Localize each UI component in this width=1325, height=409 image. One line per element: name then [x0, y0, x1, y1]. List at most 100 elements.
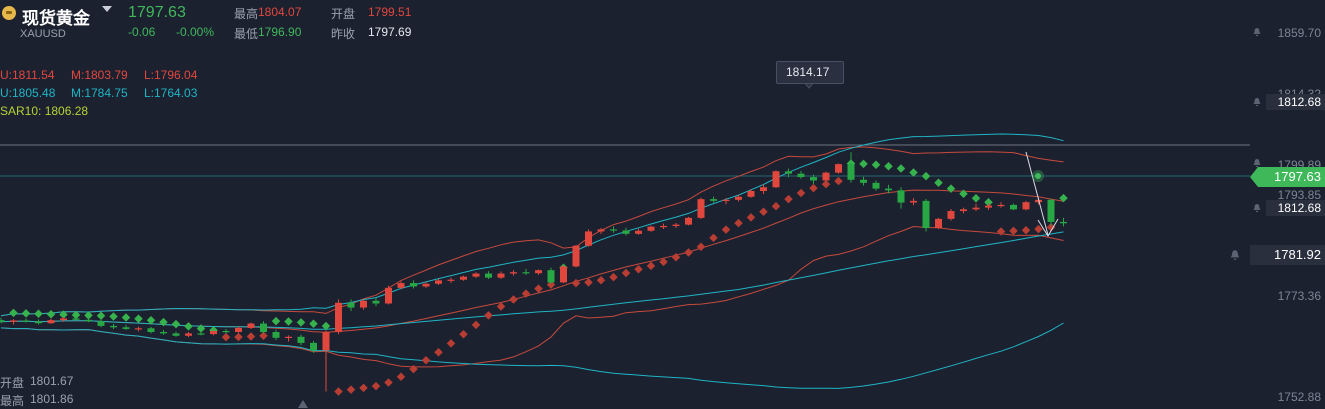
candle-body [247, 323, 255, 328]
sar-dot [709, 233, 718, 243]
candle-body [572, 245, 580, 267]
candle-body [547, 270, 555, 283]
candle-body [160, 332, 167, 334]
candle-body [1047, 199, 1055, 222]
candle-body [922, 200, 930, 229]
sar-dot [634, 265, 643, 274]
bell-icon[interactable] [1229, 249, 1241, 261]
sar-dot [809, 183, 818, 193]
sar-dot [346, 385, 356, 394]
sar-dot [234, 332, 243, 342]
candle-body [960, 209, 967, 212]
sar-dot [571, 278, 581, 288]
parabolic-sar-dots [9, 159, 1068, 396]
candle-body [447, 279, 455, 281]
open-value: 1799.51 [368, 5, 412, 19]
long-band-lower-line [0, 322, 1064, 389]
bell-icon[interactable] [1252, 27, 1262, 37]
price-change-percent: -0.00% [176, 25, 215, 39]
candle-body [697, 199, 705, 218]
boll-short-middle: M:1784.75 [71, 86, 128, 100]
candle-body [285, 336, 292, 338]
sar-dot [659, 257, 668, 267]
last-price: 1797.63 [128, 4, 186, 21]
bell-icon[interactable] [1252, 97, 1262, 107]
candle-body [197, 333, 205, 335]
trend-arrow-head [1037, 218, 1059, 237]
sar-dot [509, 295, 518, 304]
bollinger-lower-line [0, 225, 1064, 368]
axis-price-label: 1859.70 [1277, 26, 1321, 40]
candle-body [360, 300, 367, 308]
sar-dot [746, 213, 756, 222]
sar-dot [534, 284, 543, 293]
sar-dot [284, 317, 293, 326]
sar-dot [971, 194, 981, 203]
candle-body [747, 190, 755, 197]
sar-dot [596, 275, 606, 285]
low-value: 1796.90 [258, 25, 302, 39]
candle-body [847, 164, 855, 180]
sar-dot [859, 159, 868, 169]
sar-dot [609, 272, 618, 282]
candle-body [972, 207, 980, 210]
annotations [298, 81, 1059, 408]
bell-icon[interactable] [1252, 158, 1262, 168]
sar-dot [246, 332, 256, 341]
candles [0, 152, 1067, 392]
instrument-name[interactable]: 现货黄金 [22, 9, 90, 28]
candle-body [835, 164, 842, 173]
axis-price-label: 1752.88 [1277, 390, 1321, 404]
candle-body [460, 276, 467, 280]
footer-high-label: 最高 [0, 394, 25, 408]
candle-body [485, 273, 492, 278]
price-alert-label[interactable]: 1812.68 [1266, 200, 1325, 216]
candle-body [872, 182, 880, 189]
boll-long-lower: L:1796.04 [144, 68, 198, 82]
candle-body [810, 177, 817, 181]
peak-annotation-box [776, 61, 844, 84]
candle-body [885, 188, 892, 191]
candle-body [372, 300, 380, 304]
candle-body [910, 200, 917, 203]
sar-dot [946, 184, 956, 193]
chevron-down-icon[interactable] [102, 6, 112, 12]
sar-dot [9, 308, 18, 318]
candle-body [510, 272, 517, 274]
candle-body [260, 323, 267, 333]
price-alert-label[interactable]: 1812.68 [1266, 94, 1325, 110]
candle-body [622, 230, 630, 234]
candle-body [772, 171, 780, 188]
sar-dot [271, 316, 281, 326]
sar-dot [734, 218, 743, 228]
candle-body [272, 332, 280, 338]
candle-body [35, 321, 42, 324]
sar-dot [221, 332, 231, 342]
moving-average-lines [0, 133, 1064, 389]
candle-body [335, 302, 342, 333]
sar-dot [521, 289, 531, 298]
candle-body [897, 190, 905, 203]
price-alert-label[interactable]: 1781.92 [1250, 245, 1325, 265]
sar-dot [784, 194, 793, 204]
candle-body [347, 302, 355, 308]
sar-dot [434, 348, 443, 357]
candle-body [322, 332, 330, 351]
sar-dot [871, 160, 881, 169]
bell-icon[interactable] [1252, 203, 1262, 213]
sar-dot [621, 268, 631, 278]
low-marker [298, 400, 308, 408]
candle-body [735, 196, 742, 200]
sar-legend: SAR10: 1806.28 [0, 104, 89, 118]
candle-body [10, 320, 17, 322]
sar-dot [334, 387, 343, 396]
current-price-label: 1797.63 [1274, 169, 1321, 184]
candle-body [147, 328, 155, 333]
sar-dot [921, 171, 931, 181]
footer-open-value: 1801.67 [30, 374, 74, 388]
sar-dot [109, 312, 118, 321]
candle-body [22, 320, 30, 322]
sar-dot [484, 311, 493, 320]
sar-dot [71, 310, 81, 320]
long-band-upper-line [0, 133, 1064, 317]
